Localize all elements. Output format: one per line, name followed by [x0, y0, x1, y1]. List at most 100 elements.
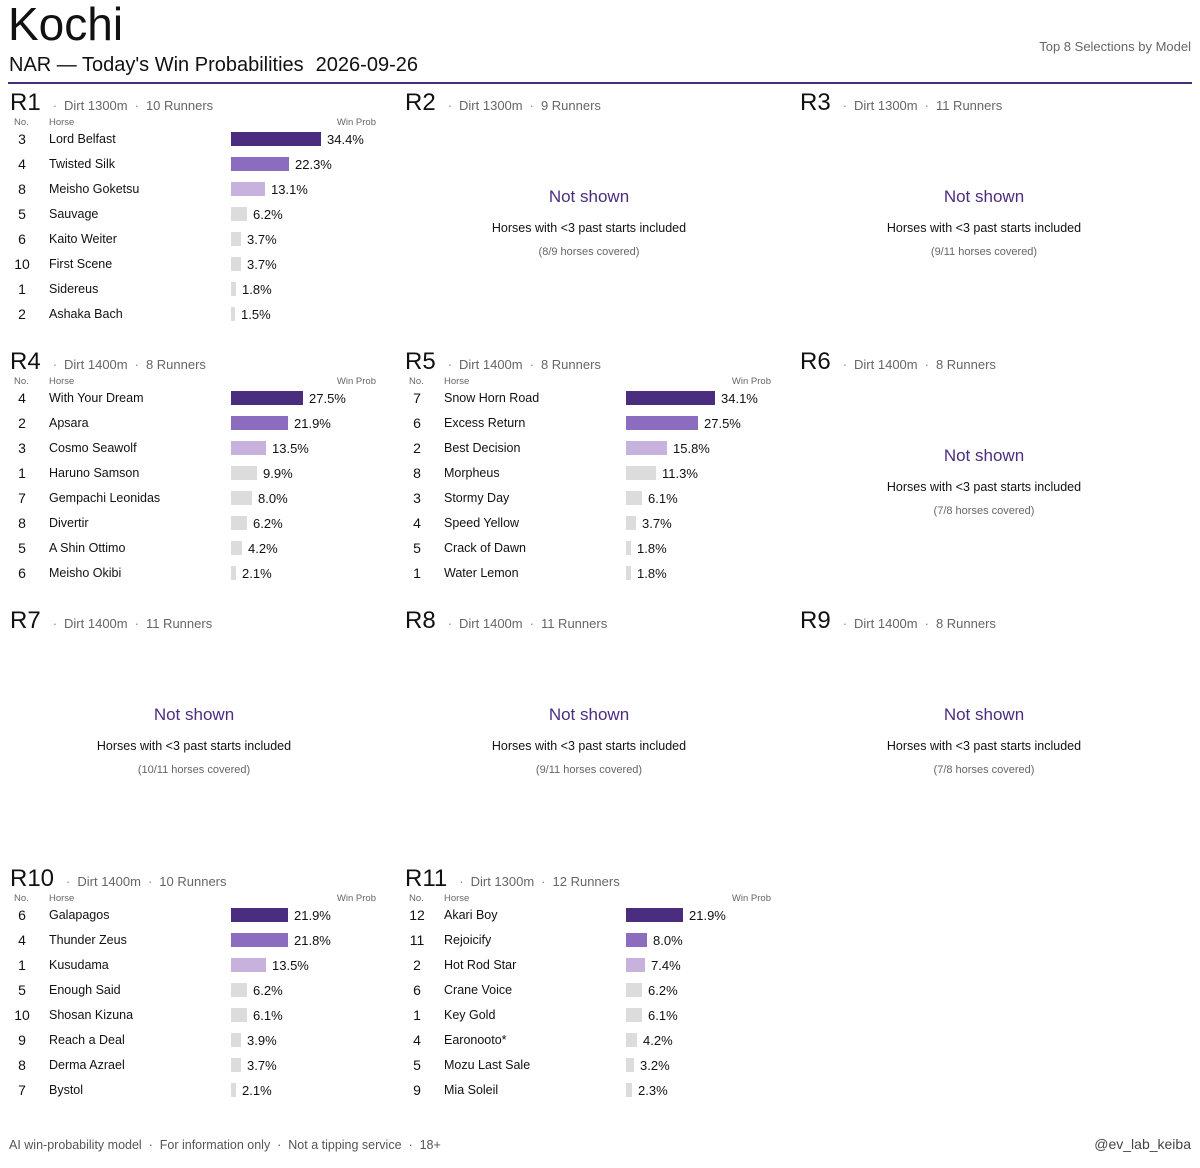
- coverage-note: (7/8 horses covered): [933, 505, 1035, 517]
- win-prob-bar: [231, 282, 236, 296]
- separator-dot: ·: [52, 357, 58, 372]
- race-number: R5: [405, 348, 436, 375]
- horse-name: Cosmo Seawolf: [49, 441, 137, 455]
- horse-row: 6 Excess Return 27.5%: [403, 411, 775, 436]
- horse-number: 2: [18, 306, 26, 322]
- horse-number: 12: [409, 907, 425, 923]
- horse-number: 5: [18, 206, 26, 222]
- win-prob-bar: [626, 958, 645, 972]
- race-number: R7: [10, 607, 41, 634]
- race-runners: 11 Runners: [145, 616, 213, 631]
- separator-dot: ·: [529, 98, 534, 113]
- page-subtitle: NAR — Today's Win Probabilities 2026-09-2…: [9, 53, 418, 77]
- horse-number: 8: [18, 1057, 26, 1073]
- horse-number: 9: [18, 1032, 26, 1048]
- horse-row: 1 Kusudama 13.5%: [8, 953, 380, 978]
- race-number: R3: [800, 89, 831, 116]
- horse-row: 5 A Shin Ottimo 4.2%: [8, 536, 380, 561]
- horse-row: 8 Morpheus 11.3%: [403, 461, 775, 486]
- race-runners: 11 Runners: [540, 616, 608, 631]
- separator-dot: ·: [924, 357, 929, 372]
- race-runners: 12 Runners: [552, 874, 620, 889]
- race-number: R1: [10, 89, 41, 116]
- coverage-note: (8/9 horses covered): [538, 246, 640, 258]
- horse-row: 2 Ashaka Bach 1.5%: [8, 302, 380, 327]
- horse-row: 6 Kaito Weiter 3.7%: [8, 227, 380, 252]
- not-shown-title: Not shown: [548, 705, 630, 724]
- win-prob-label: 3.2%: [640, 1058, 670, 1073]
- win-prob-label: 1.8%: [242, 282, 272, 297]
- horse-name: A Shin Ottimo: [49, 541, 126, 555]
- horse-number: 4: [18, 390, 26, 406]
- separator-dot: ·: [924, 616, 929, 631]
- separator-dot: ·: [66, 874, 71, 889]
- horse-number: 4: [18, 156, 26, 172]
- horse-name: Shosan Kizuna: [49, 1008, 134, 1022]
- race-distance: Dirt 1300m: [64, 98, 128, 113]
- column-header-no: No.: [409, 893, 424, 904]
- race-distance: Dirt 1400m: [64, 357, 128, 372]
- win-prob-label: 21.9%: [294, 416, 331, 431]
- win-prob-bar: [231, 132, 321, 146]
- footer-disclaimer: AI win-probability model · For informati…: [9, 1138, 441, 1152]
- win-prob-label: 21.9%: [689, 908, 726, 923]
- horse-number: 5: [413, 540, 421, 556]
- column-header-win-prob: Win Prob: [731, 893, 771, 904]
- horse-number: 4: [18, 932, 26, 948]
- horse-name: Akari Boy: [444, 908, 498, 922]
- horse-row: 12 Akari Boy 21.9%: [403, 903, 775, 928]
- horse-row: 5 Enough Said 6.2%: [8, 978, 380, 1003]
- win-prob-bar: [626, 908, 683, 922]
- win-prob-label: 34.4%: [327, 132, 364, 147]
- coverage-note: (9/11 horses covered): [535, 764, 643, 776]
- win-prob-bar: [626, 391, 715, 405]
- win-prob-bar: [231, 1033, 241, 1047]
- separator-dot: ·: [529, 616, 534, 631]
- horse-number: 3: [18, 440, 26, 456]
- horse-number: 4: [413, 515, 421, 531]
- horse-name: Meisho Goketsu: [49, 182, 140, 196]
- win-prob-label: 2.3%: [638, 1083, 668, 1098]
- win-prob-label: 6.1%: [648, 1008, 678, 1023]
- horse-name: Bystol: [49, 1083, 84, 1097]
- race-number: R2: [405, 89, 436, 116]
- horse-row: 3 Cosmo Seawolf 13.5%: [8, 436, 380, 461]
- race-header: R1 · Dirt 1300m · 10 Runners: [10, 89, 213, 119]
- win-prob-bar: [231, 391, 303, 405]
- race-number: R10: [10, 865, 55, 892]
- win-prob-label: 6.2%: [648, 983, 678, 998]
- win-prob-bar: [231, 516, 247, 530]
- win-prob-label: 6.1%: [253, 1008, 283, 1023]
- race-header: R9 · Dirt 1400m · 8 Runners: [800, 607, 996, 637]
- horse-row: 4 Twisted Silk 22.3%: [8, 152, 380, 177]
- race-header: R6 · Dirt 1400m · 8 Runners: [800, 348, 996, 378]
- horse-row: 9 Reach a Deal 3.9%: [8, 1028, 380, 1053]
- win-prob-bar: [231, 566, 236, 580]
- win-prob-label: 13.1%: [271, 182, 308, 197]
- separator-dot: ·: [541, 874, 546, 889]
- race-runners: 10 Runners: [145, 98, 214, 113]
- horse-name: Twisted Silk: [49, 157, 115, 171]
- horse-name: Snow Horn Road: [444, 391, 540, 405]
- horse-name: Best Decision: [444, 441, 521, 455]
- column-header-horse: Horse: [49, 117, 75, 128]
- horse-row: 10 First Scene 3.7%: [8, 252, 380, 277]
- column-header-win-prob: Win Prob: [336, 376, 376, 387]
- win-prob-label: 6.1%: [648, 491, 678, 506]
- win-prob-label: 6.2%: [253, 983, 283, 998]
- column-header-no: No.: [14, 893, 29, 904]
- win-prob-bar: [626, 1083, 632, 1097]
- race-panel-r10: R10 · Dirt 1400m · 10 Runners No. Horse Win Pro…: [8, 865, 380, 1115]
- horse-name: Apsara: [49, 416, 89, 430]
- separator-dot: ·: [447, 357, 453, 372]
- win-prob-label: 3.9%: [247, 1033, 277, 1048]
- horse-row: 4 With Your Dream 27.5%: [8, 386, 380, 411]
- separator-dot: ·: [842, 98, 848, 113]
- race-panel-r4: R4 · Dirt 1400m · 8 Runners No. Horse Win Prob 4…: [8, 348, 380, 598]
- horse-number: 7: [413, 390, 421, 406]
- win-prob-label: 13.5%: [272, 958, 309, 973]
- race-header: R7 · Dirt 1400m · 11 Runners: [10, 607, 212, 637]
- separator-dot: ·: [529, 357, 534, 372]
- race-runners: 11 Runners: [935, 98, 1003, 113]
- win-prob-bar: [231, 933, 288, 947]
